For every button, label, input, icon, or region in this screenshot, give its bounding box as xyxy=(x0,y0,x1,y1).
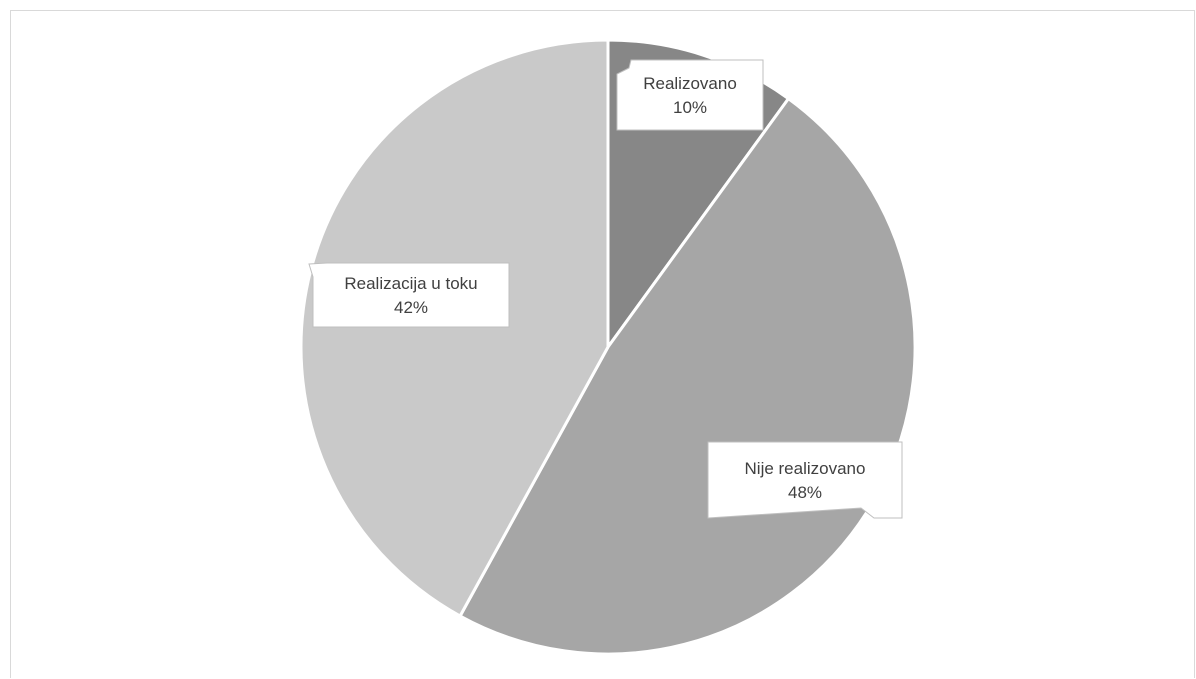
data-label-realizovano: Realizovano 10% xyxy=(616,59,764,131)
data-label-percent: 48% xyxy=(788,483,822,502)
data-label-nije-realizovano: Nije realizovano 48% xyxy=(707,441,903,519)
data-label-box xyxy=(707,441,903,519)
data-label-box xyxy=(616,59,764,131)
data-label-realizacija-u-toku: Realizacija u toku 42% xyxy=(308,262,510,328)
pie-chart: Realizovano 10% Nije realizovano 48% Realiza… xyxy=(299,38,917,656)
data-label-category: Nije realizovano xyxy=(745,459,866,478)
chart-area: Realizovano 10% Nije realizovano 48% Realiza… xyxy=(10,10,1195,678)
data-label-category: Realizacija u toku xyxy=(344,274,477,293)
data-label-percent: 42% xyxy=(394,298,428,317)
data-label-box xyxy=(308,262,510,328)
data-label-percent: 10% xyxy=(673,98,707,117)
data-label-category: Realizovano xyxy=(643,74,737,93)
pie-data-labels: Realizovano 10% Nije realizovano 48% Realiza… xyxy=(308,59,903,519)
pie-slices xyxy=(299,38,917,656)
